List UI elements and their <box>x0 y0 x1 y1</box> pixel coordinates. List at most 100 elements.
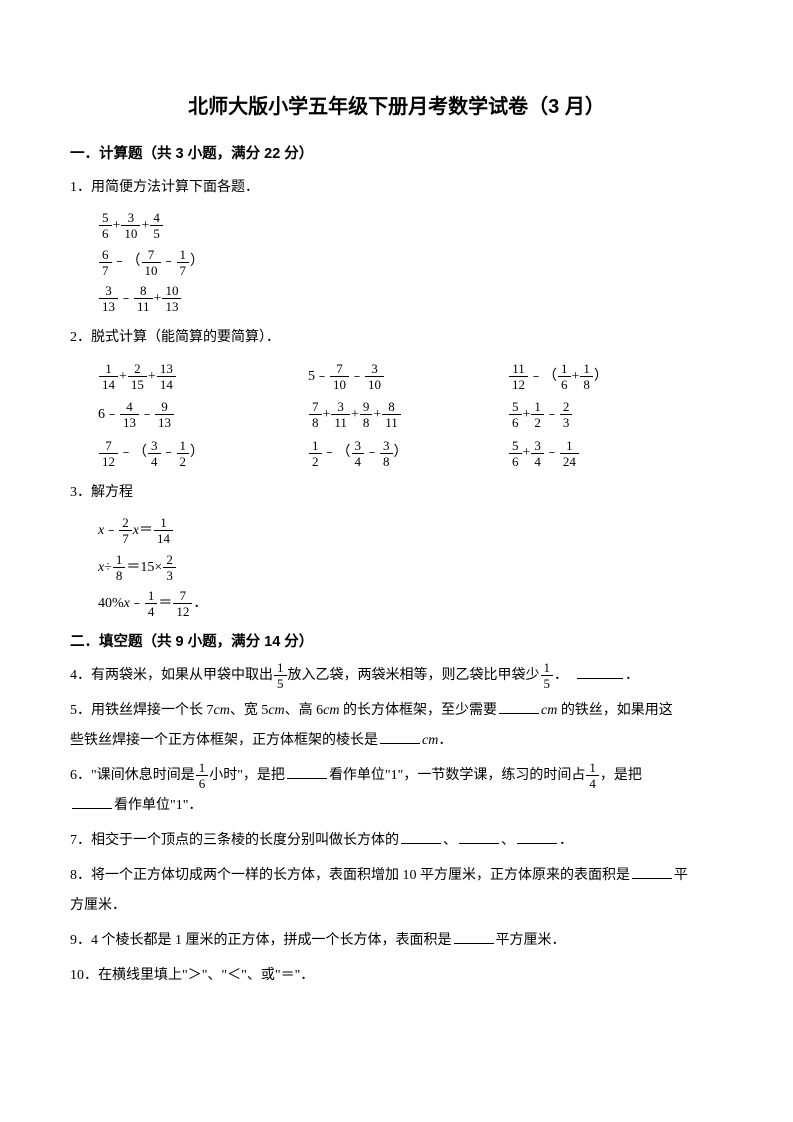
frac-den: 10 <box>142 263 161 277</box>
frac-num: 1 <box>560 439 579 454</box>
text: 的长方体框架，至少需要 <box>339 703 497 718</box>
text: ＝15× <box>126 560 162 575</box>
frac-num: 3 <box>121 211 140 226</box>
frac-num: 5 <box>509 439 522 454</box>
frac-num: 1 <box>196 761 209 776</box>
text: 小时"，是把 <box>209 768 285 783</box>
frac-den: 4 <box>148 454 161 468</box>
text: 、 <box>443 833 457 848</box>
q2-r3c1: 712﹣（34﹣12） <box>98 435 308 471</box>
q1-expr-c: 313﹣811+1013 <box>70 281 723 317</box>
text: 、宽 5 <box>230 703 269 718</box>
frac-den: 12 <box>99 454 118 468</box>
frac-den: 11 <box>134 299 153 313</box>
text: 平 <box>674 868 688 883</box>
fill-blank[interactable] <box>577 665 623 679</box>
frac-den: 8 <box>309 415 322 429</box>
var-x: x <box>98 523 104 538</box>
q6: 6．"课间休息时间是16小时"，是把看作单位"1"，一节数学课，练习的时间占14… <box>70 761 723 820</box>
frac-num: 3 <box>380 439 393 454</box>
frac-den: 7 <box>119 531 132 545</box>
frac-num: 10 <box>162 284 181 299</box>
frac-den: 14 <box>157 377 176 391</box>
frac-den: 8 <box>113 568 126 582</box>
text: ． <box>438 733 452 748</box>
frac-num: 5 <box>509 400 522 415</box>
frac-num: 5 <box>99 211 112 226</box>
frac-num: 6 <box>99 248 112 263</box>
frac-num: 1 <box>113 553 126 568</box>
var-x: x <box>98 560 104 575</box>
text: ． <box>559 833 573 848</box>
q3-label: 3．解方程 <box>70 478 723 507</box>
q8: 8．将一个正方体切成两个一样的长方体，表面积增加 10 平方厘米，正方体原来的表… <box>70 861 723 920</box>
unit-cm: cm <box>323 703 339 718</box>
frac-den: 8 <box>380 454 393 468</box>
fill-blank[interactable] <box>459 830 499 844</box>
frac-num: 9 <box>360 400 373 415</box>
page-title: 北师大版小学五年级下册月考数学试卷（3 月） <box>70 90 723 124</box>
frac-num: 7 <box>173 589 192 604</box>
var-x: x <box>133 523 139 538</box>
text: 5．用铁丝焊接一个长 7 <box>70 703 214 718</box>
q5: 5．用铁丝焊接一个长 7cm、宽 5cm、高 6cm 的长方体框架，至少需要cm… <box>70 696 723 755</box>
frac-num: 4 <box>150 211 163 226</box>
frac-den: 10 <box>365 377 384 391</box>
fill-blank[interactable] <box>454 930 494 944</box>
frac-den: 4 <box>531 454 544 468</box>
frac-den: 13 <box>99 299 118 313</box>
frac-den: 14 <box>154 531 173 545</box>
text: ． <box>554 668 561 683</box>
frac-num: 9 <box>155 400 174 415</box>
frac-den: 6 <box>196 776 209 790</box>
frac-den: 8 <box>360 415 373 429</box>
exam-page: 北师大版小学五年级下册月考数学试卷（3 月） 一．计算题（共 3 小题，满分 2… <box>0 0 793 1037</box>
q2-r2c1: 6﹣413﹣913 <box>98 397 308 433</box>
fill-blank[interactable] <box>632 865 672 879</box>
frac-den: 6 <box>558 377 571 391</box>
section-2-head: 二．填空题（共 9 小题，满分 14 分） <box>70 630 723 655</box>
fill-blank[interactable] <box>72 794 112 808</box>
frac-num: 3 <box>531 439 544 454</box>
fill-blank[interactable] <box>287 765 327 779</box>
fill-blank[interactable] <box>499 700 539 714</box>
frac-den: 3 <box>163 568 176 582</box>
frac-den: 11 <box>382 415 401 429</box>
frac-den: 4 <box>145 604 158 618</box>
q1-expr-a: 56+310+45 <box>70 208 723 244</box>
q2-r2c2: 78+311+98+811 <box>308 397 508 433</box>
text: 5 <box>308 369 315 384</box>
frac-den: 24 <box>560 454 579 468</box>
frac-num: 2 <box>560 400 573 415</box>
text: 方厘米． <box>70 898 126 913</box>
frac-num: 1 <box>177 439 190 454</box>
text: 、 <box>501 833 515 848</box>
q2-row2: 6﹣413﹣913 78+311+98+811 56+12﹣23 <box>70 397 723 433</box>
text: ． <box>625 668 639 683</box>
frac-den: 5 <box>150 226 163 240</box>
frac-den: 13 <box>155 415 174 429</box>
text: 平方厘米． <box>496 933 566 948</box>
q2-r3c3: 56+34﹣124 <box>508 435 718 471</box>
text: 看作单位"1"． <box>114 798 202 813</box>
text: 9．4 个棱长都是 1 厘米的正方体，拼成一个长方体，表面积是 <box>70 933 452 948</box>
frac-num: 2 <box>128 362 147 377</box>
frac-den: 13 <box>162 299 181 313</box>
text: ，是把 <box>600 768 642 783</box>
unit-cm: cm <box>268 703 284 718</box>
fill-blank[interactable] <box>517 830 557 844</box>
frac-num: 1 <box>531 400 544 415</box>
unit-cm: cm <box>214 703 230 718</box>
fill-blank[interactable] <box>380 729 420 743</box>
frac-den: 7 <box>177 263 190 277</box>
frac-num: 2 <box>119 516 132 531</box>
q2-r1c1: 114+215+1314 <box>98 359 308 395</box>
frac-num: 1 <box>177 248 190 263</box>
frac-den: 11 <box>331 415 350 429</box>
frac-den: 13 <box>120 415 139 429</box>
fill-blank[interactable] <box>401 830 441 844</box>
frac-den: 10 <box>330 377 349 391</box>
q7: 7．相交于一个顶点的三条棱的长度分别叫做长方体的、、． <box>70 826 723 855</box>
text: 8．将一个正方体切成两个一样的长方体，表面积增加 10 平方厘米，正方体原来的表… <box>70 868 630 883</box>
frac-den: 7 <box>99 263 112 277</box>
